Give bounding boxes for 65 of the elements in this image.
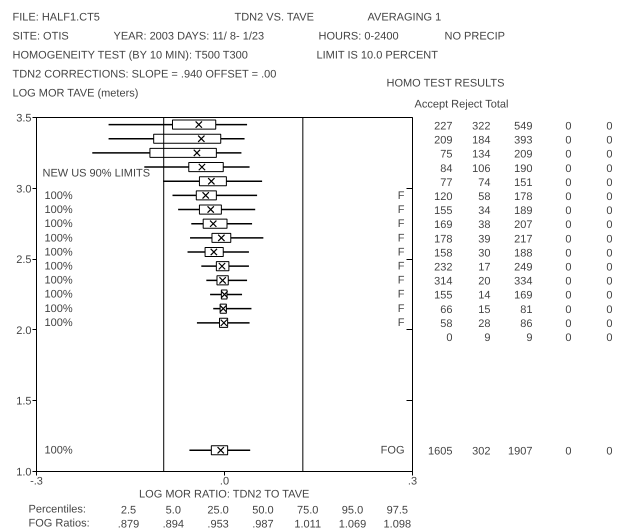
annotation: F <box>398 218 405 230</box>
annotation: F <box>398 316 405 329</box>
annotation: 100% <box>44 190 73 202</box>
text: 75 134 209 0 0 <box>440 148 613 161</box>
text: Accept Reject Total <box>414 98 508 110</box>
text: 120 58 178 0 0 <box>434 191 613 203</box>
text: 66 15 81 0 0 <box>440 304 613 316</box>
annotation: 100% <box>44 246 73 258</box>
text: 232 17 249 0 0 <box>434 262 613 274</box>
text: FOG Ratios: .879 .894 .953 .987 1.011 1.069 1.098 <box>28 518 412 529</box>
annotation: FOG <box>380 444 405 456</box>
y-tick-label: 3.0 <box>16 183 32 196</box>
text: NO PRECIP <box>444 30 506 42</box>
y-axis-title: LOG MOR TAVE (meters) <box>12 88 138 100</box>
ref-line-label: NEW US 90% LIMITS <box>42 168 150 180</box>
text: 0 9 9 0 0 <box>446 332 613 344</box>
annotation: 100% <box>44 218 73 230</box>
text: 84 106 190 0 0 <box>440 162 613 175</box>
text: 227 322 549 0 0 <box>434 120 613 132</box>
x-tick-label: .0 <box>220 476 230 488</box>
text: YEAR: 2003 DAYS: 11/ 8- 1/23 <box>114 30 264 42</box>
x-tick-label: -.3 <box>30 476 43 488</box>
annotation: 100% <box>44 302 73 315</box>
text: Percentiles: 2.5 5.0 25.0 50.0 75.0 95.0 97.5 <box>28 504 408 516</box>
y-tick-label: 2.5 <box>16 254 32 266</box>
y-tick-label: 3.5 <box>16 112 32 124</box>
text: 314 20 334 0 0 <box>434 276 613 288</box>
annotation: F <box>398 246 405 258</box>
text: 58 28 86 0 0 <box>440 318 613 330</box>
annotation: F <box>398 204 405 216</box>
annotation: F <box>398 274 405 287</box>
text: 178 39 217 0 0 <box>434 233 613 246</box>
text: 77 74 151 0 0 <box>440 176 613 189</box>
annotation: 100% <box>44 274 73 287</box>
text: 1605 302 1907 0 0 <box>428 446 613 458</box>
text: FILE: HALF1.CT5 <box>12 12 100 24</box>
y-tick-label: 1.5 <box>16 396 32 408</box>
y-tick-label: 2.0 <box>16 324 32 337</box>
annotation: 100% <box>44 444 73 456</box>
text: AVERAGING 1 <box>368 12 442 24</box>
annotation: 100% <box>44 204 73 216</box>
annotation: 100% <box>44 288 73 301</box>
text: HOURS: 0-2400 <box>318 30 399 42</box>
y-tick-label: 1.0 <box>16 466 32 478</box>
annotation: 100% <box>44 260 73 272</box>
chart-title: TDN2 VS. TAVE <box>234 12 314 24</box>
text: 209 184 393 0 0 <box>434 134 613 147</box>
annotation: F <box>398 288 405 301</box>
text: HOMOGENEITY TEST (BY 10 MIN): T500 T300 <box>12 50 248 62</box>
text: HOMO TEST RESULTS <box>386 78 504 90</box>
text: LIMIT IS 10.0 PERCENT <box>316 50 438 62</box>
x-tick-label: .3 <box>408 476 418 488</box>
annotation: 100% <box>44 232 73 244</box>
annotation: F <box>398 190 405 202</box>
x-axis-title: LOG MOR RATIO: TDN2 TO TAVE <box>139 488 310 500</box>
text: 158 30 188 0 0 <box>434 247 613 260</box>
text: SITE: OTIS <box>12 30 69 42</box>
annotation: 100% <box>44 316 73 329</box>
text: 155 14 169 0 0 <box>434 290 613 302</box>
text: TDN2 CORRECTIONS: SLOPE = .940 OFFSET = .00 <box>12 68 276 80</box>
annotation: F <box>398 302 405 315</box>
text: 169 38 207 0 0 <box>434 219 613 232</box>
text: 155 34 189 0 0 <box>434 205 613 218</box>
annotation: F <box>398 232 405 244</box>
annotation: F <box>398 260 405 272</box>
